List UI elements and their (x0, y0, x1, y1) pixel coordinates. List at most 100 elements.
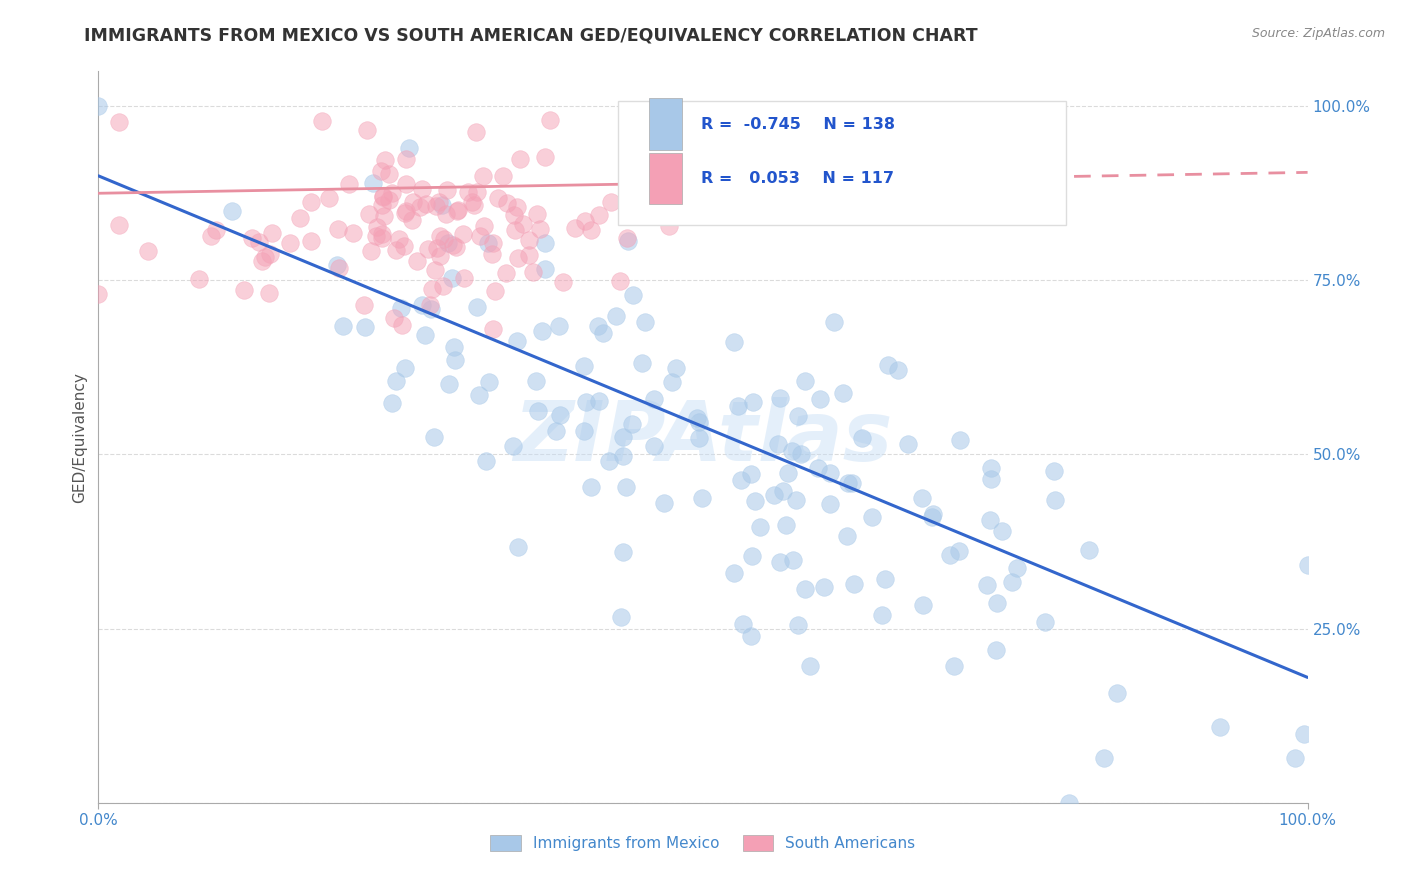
Point (354, 320, 377, 334)
Point (482, 236, 505, 251)
Point (240, 231, 263, 245)
Point (733, 617, 755, 632)
Point (588, 208, 610, 222)
Point (575, 394, 598, 409)
Point (318, 191, 340, 205)
Point (433, 232, 456, 246)
Point (311, 114, 333, 128)
Point (374, 153, 396, 167)
Point (385, 375, 408, 389)
Point (633, 315, 655, 329)
Point (763, 488, 786, 502)
Point (484, 284, 506, 298)
Point (366, 219, 388, 234)
Point (299, 234, 322, 248)
Point (444, 353, 467, 368)
Point (419, 298, 441, 312)
Point (373, 209, 395, 223)
Point (643, 439, 665, 453)
Point (221, 204, 243, 219)
Point (740, 467, 762, 482)
Point (247, 235, 270, 249)
Point (328, 261, 350, 276)
Point (382, 310, 405, 325)
Point (512, 218, 534, 232)
Point (794, 582, 817, 597)
Point (785, 492, 807, 507)
Point (288, 211, 311, 225)
Point (818, 496, 841, 510)
Point (337, 177, 360, 191)
Point (533, 235, 555, 250)
Point (789, 447, 811, 461)
Point (453, 271, 475, 285)
Point (436, 183, 458, 197)
Point (841, 476, 863, 491)
Point (353, 297, 375, 311)
Point (529, 221, 551, 235)
Point (727, 399, 749, 413)
Point (652, 496, 675, 510)
Point (471, 169, 494, 184)
Point (357, 207, 380, 221)
Point (326, 258, 349, 272)
Point (441, 238, 464, 252)
Point (768, 555, 790, 569)
Point (808, 392, 831, 407)
Point (406, 254, 429, 268)
Point (388, 231, 411, 245)
Point (87, 287, 110, 301)
Point (503, 223, 526, 237)
Point (794, 374, 817, 388)
Point (832, 386, 855, 401)
Point (451, 227, 474, 242)
Point (526, 207, 548, 221)
Point (465, 301, 488, 315)
Point (395, 152, 418, 166)
Point (876, 358, 898, 372)
Point (204, 223, 226, 237)
Point (1292, 727, 1315, 741)
Point (517, 233, 540, 247)
Point (441, 271, 464, 285)
Point (1043, 493, 1066, 508)
Text: IMMIGRANTS FROM MEXICO VS SOUTH AMERICAN GED/EQUIVALENCY CORRELATION CHART: IMMIGRANTS FROM MEXICO VS SOUTH AMERICAN… (84, 27, 979, 45)
Point (621, 417, 644, 432)
Point (870, 608, 893, 623)
Point (986, 596, 1008, 610)
Point (837, 528, 859, 542)
Point (787, 617, 810, 632)
Point (740, 629, 762, 643)
Point (686, 410, 709, 425)
Point (723, 334, 745, 349)
Point (461, 194, 484, 209)
Point (692, 178, 714, 192)
Point (332, 319, 354, 334)
Point (187, 272, 209, 286)
Point (818, 466, 841, 480)
Point (502, 208, 524, 222)
Point (807, 461, 830, 475)
Point (408, 200, 430, 214)
Text: R =  -0.745    N = 138: R = -0.745 N = 138 (700, 117, 894, 131)
Point (1296, 558, 1319, 572)
Point (768, 391, 790, 405)
Point (385, 243, 408, 257)
Point (524, 374, 547, 388)
Legend: Immigrants from Mexico, South Americans: Immigrants from Mexico, South Americans (484, 830, 922, 857)
Point (531, 324, 554, 338)
Point (741, 549, 763, 563)
Text: ZIPAtlas: ZIPAtlas (513, 397, 893, 477)
Point (464, 125, 486, 139)
Point (475, 454, 498, 468)
Point (624, 202, 647, 217)
Point (1092, 751, 1115, 765)
Point (430, 198, 453, 212)
Point (616, 231, 638, 245)
Point (371, 189, 394, 203)
Point (370, 231, 392, 245)
Point (342, 226, 364, 240)
Point (776, 466, 799, 480)
Point (254, 251, 277, 265)
Y-axis label: GED/Equivalency: GED/Equivalency (72, 372, 87, 502)
